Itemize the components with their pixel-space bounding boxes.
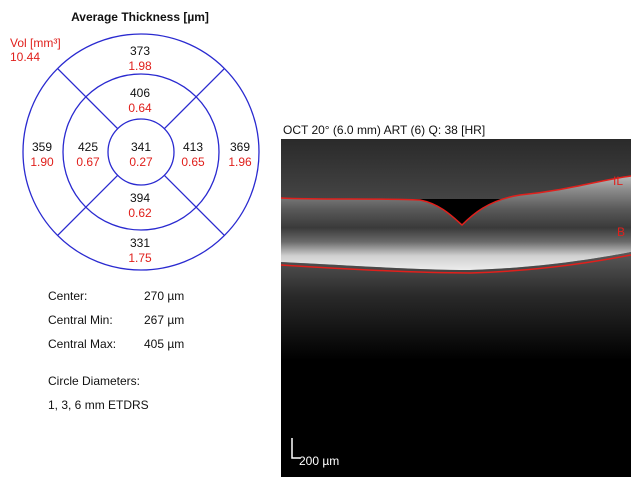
sector-thickness: 341 [131, 140, 151, 154]
sector-volume: 1.90 [30, 155, 54, 169]
sector-volume: 1.75 [128, 251, 152, 265]
sector-thickness: 369 [230, 140, 250, 154]
sector-volume: 1.96 [228, 155, 252, 169]
sector-volume: 0.27 [129, 155, 153, 169]
layer-label: B [617, 225, 625, 239]
stat-label: Center: [48, 289, 87, 303]
stat-label: Central Max: [48, 337, 116, 351]
stat-value: 270 µm [144, 289, 184, 303]
sector-volume: 1.98 [128, 59, 152, 73]
stat-value: 405 µm [144, 337, 184, 351]
sector-thickness: 331 [130, 236, 150, 250]
map-title: Average Thickness [µm] [71, 10, 209, 24]
sector-thickness: 413 [183, 140, 203, 154]
oct-scan [281, 139, 631, 477]
sector-thickness: 425 [78, 140, 98, 154]
scale-bar-label: 200 µm [299, 454, 339, 468]
stat-label: Central Min: [48, 313, 113, 327]
sector-thickness: 359 [32, 140, 52, 154]
sector-volume: 0.65 [181, 155, 205, 169]
volume-label: Vol [mm³] [10, 36, 61, 50]
oct-header: OCT 20° (6.0 mm) ART (6) Q: 38 [HR] [283, 123, 485, 137]
sector-thickness: 373 [130, 44, 150, 58]
diameters-label: Circle Diameters: [48, 374, 140, 388]
sector-volume: 0.62 [128, 206, 152, 220]
volume-total: 10.44 [10, 50, 40, 64]
screen: Average Thickness [µm]Vol [mm³]10.443731… [0, 0, 631, 477]
sector-volume: 0.67 [76, 155, 100, 169]
layer-label: IL [613, 174, 623, 188]
sector-thickness: 394 [130, 191, 150, 205]
diameters-value: 1, 3, 6 mm ETDRS [48, 398, 149, 412]
sector-thickness: 406 [130, 86, 150, 100]
stat-value: 267 µm [144, 313, 184, 327]
sector-volume: 0.64 [128, 101, 152, 115]
